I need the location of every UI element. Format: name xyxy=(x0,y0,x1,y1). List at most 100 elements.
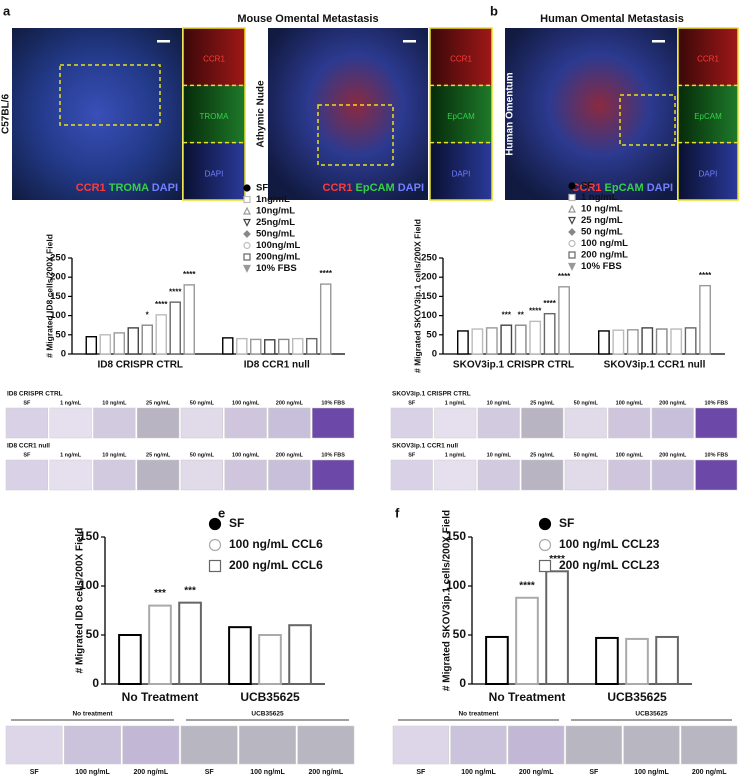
bar xyxy=(485,635,509,686)
x-tick-label: SKOV3ip.1 CRISPR CTRL xyxy=(453,360,574,371)
y-axis-label: # Migrated SKOV3ip.1 cells/200X Field xyxy=(442,510,453,691)
inset-label: TROMA xyxy=(200,112,230,121)
strip-label: ID8 CCR1 null xyxy=(7,443,50,450)
strip-label: No treatment xyxy=(72,711,113,718)
y-axis-label: # Migrated ID8 cells/200X Field xyxy=(75,528,86,674)
caption: CCR1 TROMA DAPI xyxy=(76,182,178,194)
thumbnail xyxy=(239,725,296,765)
thumb-label: 200 ng/mL xyxy=(309,769,344,776)
x-tick-label: UCB35625 xyxy=(607,690,667,704)
thumb-label: 10% FBS xyxy=(704,452,728,458)
thumbnail xyxy=(224,407,267,439)
thumbnail xyxy=(651,407,694,439)
thumbnail xyxy=(434,407,477,439)
thumb-label: 200 ng/mL xyxy=(276,452,304,458)
legend-label: 1ng/mL xyxy=(256,194,290,205)
y-tick-label: 250 xyxy=(421,253,437,264)
significance: **** xyxy=(183,270,196,279)
panel-letter: b xyxy=(490,3,498,18)
region-box xyxy=(619,94,676,146)
thumb-label: 10% FBS xyxy=(704,400,728,406)
bar xyxy=(529,320,542,355)
legend-marker xyxy=(568,251,576,259)
thumbnail xyxy=(392,725,449,765)
legend-marker xyxy=(568,262,576,271)
legend-label: 100 ng/mL CCL23 xyxy=(559,537,660,551)
thumb-label: 1 ng/mL xyxy=(60,400,82,406)
thumb-label: 200 ng/mL xyxy=(659,400,687,406)
thumb-label: 200 ng/mL xyxy=(134,769,169,776)
caption-word: DAPI xyxy=(647,182,673,194)
bar xyxy=(515,596,539,686)
thumb-label: SF xyxy=(30,769,40,776)
thumbnail xyxy=(224,459,267,491)
bar xyxy=(127,327,139,355)
legend-label: 25 ng/mL xyxy=(581,215,623,226)
bar xyxy=(155,314,167,355)
legend-label: 10% FBS xyxy=(581,261,622,272)
legend-marker xyxy=(243,195,251,204)
thumbnail xyxy=(49,407,92,439)
thumb-label: SF xyxy=(408,452,416,458)
thumbnail xyxy=(180,725,238,765)
legend-label: 25ng/mL xyxy=(256,217,295,228)
y-tick-label: 150 xyxy=(79,529,99,543)
thumbnail xyxy=(508,725,565,765)
thumbnail xyxy=(137,407,180,439)
panel-title: Mouse Omental Metastasis xyxy=(237,13,378,25)
thumb-label: 25 ng/mL xyxy=(146,400,171,406)
significance: *** xyxy=(502,310,512,319)
x-tick-label: No Treatment xyxy=(489,690,566,704)
thumbnail xyxy=(180,459,223,491)
thumb-label: 50 ng/mL xyxy=(574,452,599,458)
thumbnail xyxy=(623,725,680,765)
thumbnail xyxy=(312,459,355,491)
inset-image xyxy=(430,142,492,200)
inset-label: DAPI xyxy=(205,169,224,178)
thumb-label: 200 ng/mL xyxy=(519,769,554,776)
significance: **** xyxy=(699,271,712,280)
thumbnail xyxy=(93,459,136,491)
bar xyxy=(655,635,679,686)
y-tick-label: 250 xyxy=(50,253,66,264)
thumb-label: 200 ng/mL xyxy=(692,769,727,776)
bar xyxy=(471,328,484,355)
caption-word: CCR1 xyxy=(572,182,602,194)
legend-label: 10ng/mL xyxy=(256,206,295,217)
region-box xyxy=(59,64,161,126)
bar xyxy=(641,327,654,355)
y-axis-label: # Migrated SKOV3ip.1 cells/200X Field xyxy=(412,219,422,373)
bar xyxy=(485,327,498,355)
y-tick-label: 200 xyxy=(50,272,66,283)
inset-image xyxy=(183,28,245,86)
legend-label: SF xyxy=(256,183,268,194)
bar xyxy=(141,324,153,355)
micrograph xyxy=(12,28,182,200)
y-tick-label: 50 xyxy=(426,329,437,340)
significance: **** xyxy=(169,287,182,296)
thumb-label: SF xyxy=(23,452,31,458)
thumbnail xyxy=(268,459,311,491)
bar xyxy=(288,624,312,686)
legend-label: 100ng/mL xyxy=(256,240,301,251)
bar xyxy=(543,312,556,355)
thumb-label: 10% FBS xyxy=(321,452,345,458)
thumb-label: 100 ng/mL xyxy=(634,769,669,776)
legend-label: 200 ng/mL CCL23 xyxy=(559,558,660,572)
y-tick-label: 50 xyxy=(55,329,66,340)
bar xyxy=(85,336,98,355)
legend-label: 200 ng/mL xyxy=(581,250,628,261)
bar xyxy=(292,337,304,355)
side-label: Human Omentum xyxy=(505,72,516,155)
significance: **** xyxy=(549,554,565,565)
legend-label: 100 ng/mL CCL6 xyxy=(229,537,323,551)
thumbnail xyxy=(312,407,355,439)
significance: * xyxy=(146,310,150,319)
thumb-label: 100 ng/mL xyxy=(616,400,644,406)
y-axis-label: # Migrated ID8 cells/200X Field xyxy=(44,234,54,358)
thumbnail xyxy=(477,407,520,439)
thumb-label: 10 ng/mL xyxy=(102,452,127,458)
inset-label: CCR1 xyxy=(697,55,719,64)
thumbnail xyxy=(521,459,564,491)
y-tick-label: 0 xyxy=(61,349,66,360)
